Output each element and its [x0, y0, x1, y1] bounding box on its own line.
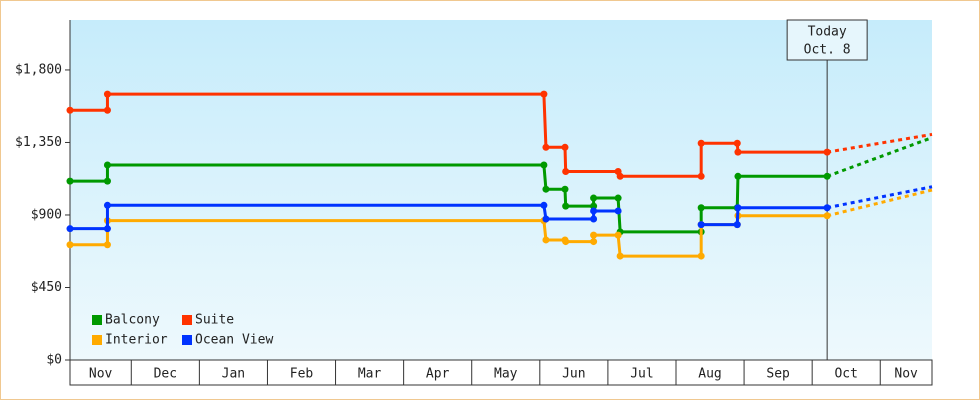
plot-area — [70, 20, 932, 360]
price-point — [103, 177, 111, 185]
x-tick-label: Nov — [89, 367, 113, 382]
x-tick-label: Oct — [834, 367, 857, 382]
today-box — [786, 19, 868, 61]
price-point — [66, 241, 74, 249]
price-line — [70, 92, 828, 178]
price-point — [697, 221, 705, 229]
forecast-line — [826, 132, 933, 154]
legend-swatch — [92, 315, 102, 325]
x-tick-label: Dec — [154, 367, 177, 382]
price-point — [823, 148, 831, 156]
price-point — [562, 238, 570, 246]
legend-label: Ocean View — [195, 333, 273, 348]
price-point — [616, 252, 624, 260]
today-label: Today — [808, 25, 847, 40]
price-point — [697, 139, 705, 147]
price-point — [540, 201, 548, 209]
price-point — [103, 106, 111, 114]
price-line — [70, 163, 828, 234]
price-point — [590, 231, 598, 239]
price-point — [103, 225, 111, 233]
y-tick-label: $450 — [31, 280, 62, 295]
price-point — [562, 202, 570, 210]
price-line — [701, 206, 828, 227]
price-point — [734, 204, 742, 212]
price-point — [616, 172, 624, 180]
price-point — [590, 207, 598, 215]
price-point — [561, 185, 569, 193]
x-tick-label: Mar — [358, 367, 382, 382]
price-point — [103, 241, 111, 249]
today-label: Oct. 8 — [804, 43, 851, 58]
price-point — [733, 139, 741, 147]
price-point — [590, 194, 598, 202]
price-point — [103, 201, 111, 209]
forecast-line — [826, 188, 933, 218]
x-tick-label: May — [494, 367, 518, 382]
y-tick-label: $0 — [46, 353, 62, 368]
legend-label: Balcony — [105, 313, 160, 328]
price-point — [734, 148, 742, 156]
price-point — [614, 207, 622, 215]
price-point — [733, 221, 741, 229]
price-point — [542, 143, 550, 151]
price-point — [734, 172, 742, 180]
x-tick-label: Aug — [698, 367, 721, 382]
price-point — [562, 167, 570, 175]
legend-swatch — [182, 335, 192, 345]
price-point — [542, 185, 550, 193]
y-tick-label: $1,350 — [15, 135, 62, 150]
price-point — [697, 172, 705, 180]
x-axis — [69, 359, 933, 386]
x-tick-label: Nov — [894, 367, 918, 382]
price-point — [590, 215, 598, 223]
x-tick-label: Feb — [290, 367, 314, 382]
price-point — [540, 90, 548, 98]
x-tick-label: Jan — [222, 367, 245, 382]
x-tick-label: Jul — [630, 367, 653, 382]
price-point — [697, 252, 705, 260]
legend-swatch — [182, 315, 192, 325]
price-point — [542, 236, 550, 244]
price-point — [542, 215, 550, 223]
y-tick-label: $1,800 — [15, 62, 62, 77]
price-point — [823, 204, 831, 212]
price-point — [697, 204, 705, 212]
price-point — [66, 177, 74, 185]
y-tick-label: $900 — [31, 207, 62, 222]
price-point — [614, 231, 622, 239]
x-tick-label: Jun — [562, 367, 585, 382]
price-point — [66, 106, 74, 114]
forecast-line — [826, 136, 933, 178]
price-point — [590, 202, 598, 210]
price-point — [103, 161, 111, 169]
legend-label: Suite — [195, 313, 234, 328]
price-point — [590, 238, 598, 246]
price-point — [823, 212, 831, 220]
price-point — [614, 194, 622, 202]
price-point — [561, 143, 569, 151]
x-tick-label: Sep — [766, 367, 790, 382]
legend-label: Interior — [105, 333, 168, 348]
price-point — [540, 161, 548, 169]
forecast-line — [826, 185, 933, 210]
x-tick-label: Apr — [426, 367, 450, 382]
legend-swatch — [92, 335, 102, 345]
price-point — [103, 90, 111, 98]
price-point — [66, 225, 74, 233]
price-point — [823, 172, 831, 180]
